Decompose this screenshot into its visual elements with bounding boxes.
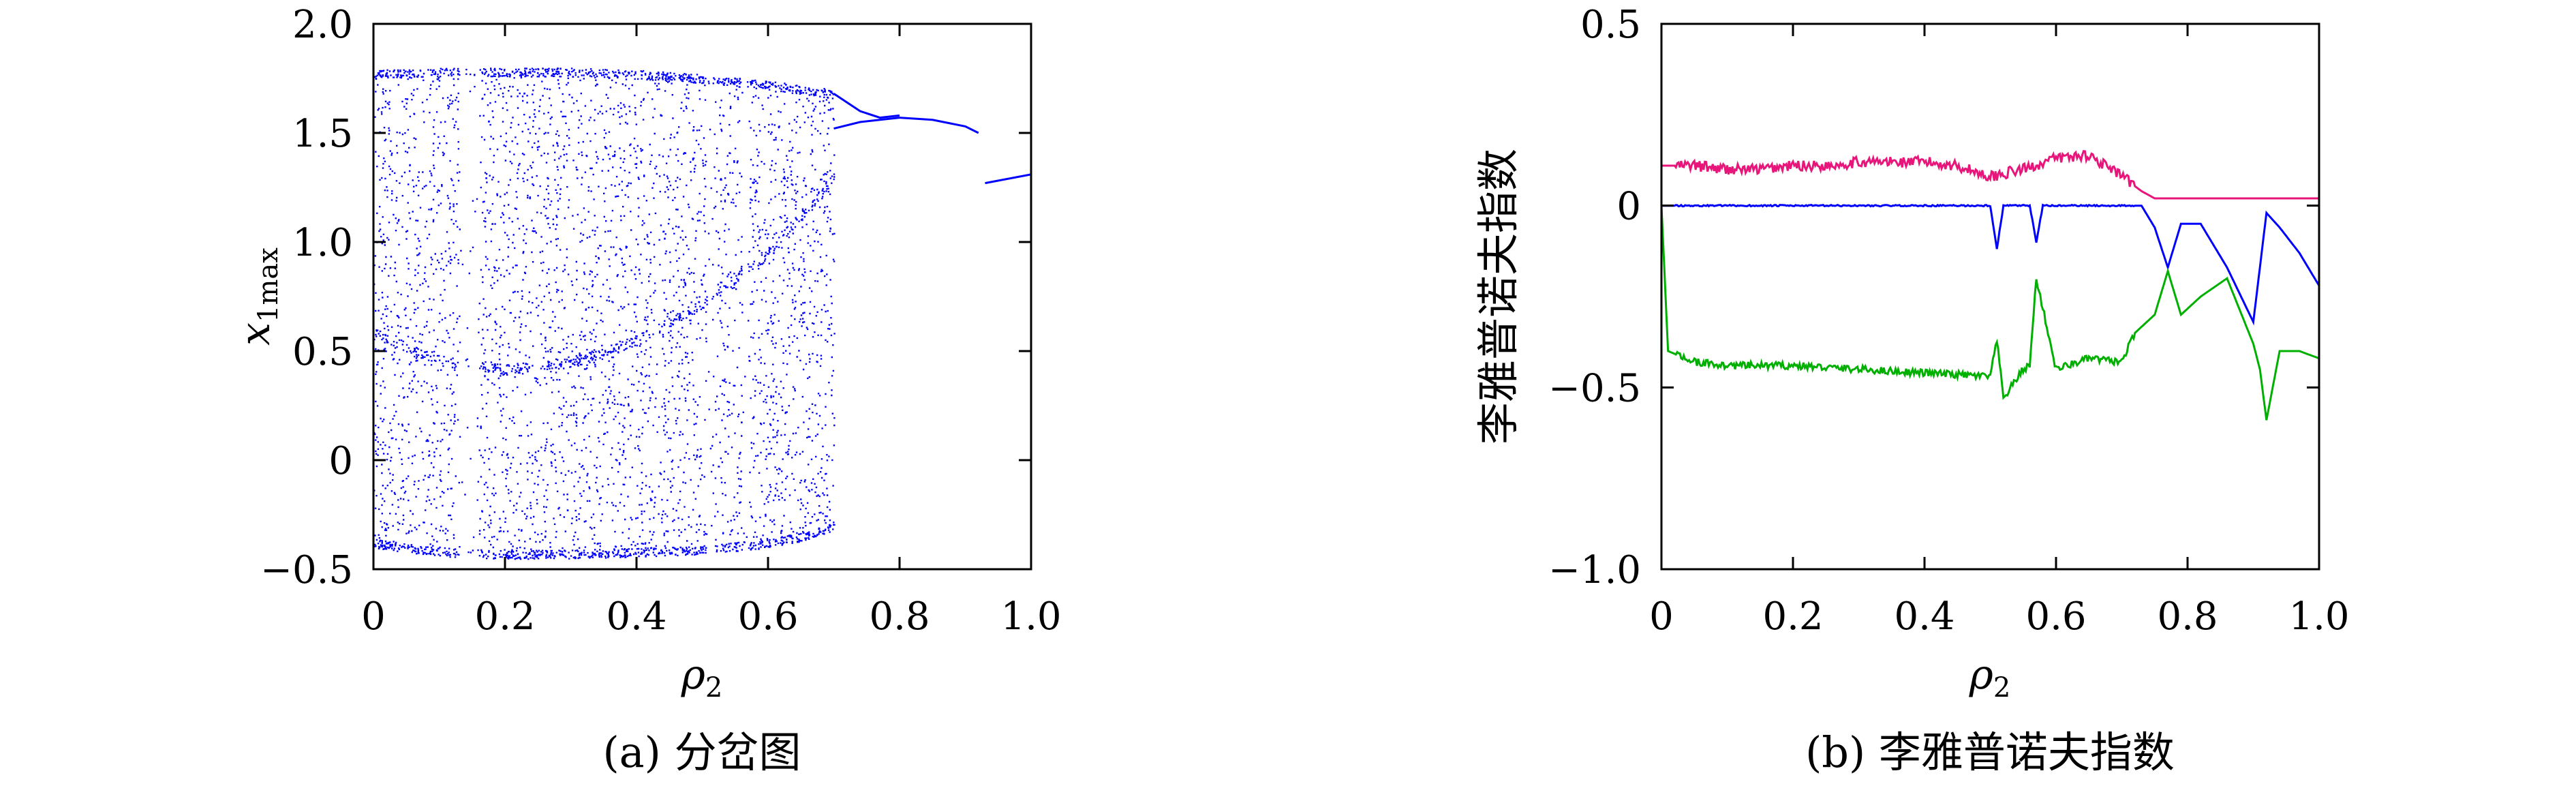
a-xtick-label: 0.2 [474,594,535,639]
a-periodic-branch [833,93,900,119]
a-plot-area [373,67,1031,560]
a-periodic-branch [899,117,979,134]
b-xlabel: ρ2 [1969,651,2011,704]
b-xtick-label: 0.6 [2025,594,2086,639]
b-series-line-1 [1661,150,2319,200]
b-frame [1660,22,2320,571]
panel-b-lyapunov: 0 0.2 0.4 0.6 0.8 1.0 −1.0 −0.5 0 0.5 ρ2 李雅普诺夫指数… [1473,3,2350,777]
b-xtick-label: 0.2 [1762,594,1823,639]
b-xtick-label: 0 [1649,594,1674,639]
a-xtick-label: 0.6 [737,594,798,639]
b-ytick-label: −1.0 [1548,548,1641,592]
a-caption: (a) 分岔图 [602,727,801,777]
a-ytick-label: 1.5 [292,112,353,156]
a-periodic-branch [833,117,900,130]
b-series-line-3 [1661,205,2319,421]
a-ytick-label: 0.5 [292,330,353,374]
a-frame [372,22,1032,571]
a-xlabel: ρ2 [681,651,723,704]
a-y-axis: −0.5 0 0.5 1.0 1.5 2.0 [260,3,1031,592]
a-periodic-branch [985,173,1031,185]
a-ytick-label: −0.5 [260,548,353,592]
b-plot-area [1661,150,2319,421]
b-series-line-2 [1661,203,2319,326]
b-xtick-label: 1.0 [2288,594,2349,639]
a-xtick-label: 0.8 [869,594,930,639]
a-ytick-label: 1.0 [292,221,353,265]
a-xtick-label: 0.4 [606,594,666,639]
a-x-axis: 0 0.2 0.4 0.6 0.8 1.0 [361,24,1062,639]
b-ylabel: 李雅普诺夫指数 [1473,149,1523,444]
b-xtick-label: 0.8 [2157,594,2218,639]
a-ytick-label: 2.0 [292,3,353,47]
b-y-axis: −1.0 −0.5 0 0.5 [1548,3,2319,592]
a-ylabel: x1max [232,247,284,346]
a-xtick-label: 1.0 [1000,594,1061,639]
b-ytick-label: −0.5 [1548,366,1641,410]
b-caption: (b) 李雅普诺夫指数 [1805,727,2175,777]
b-ytick-label: 0 [1616,185,1641,229]
a-chaos-points [373,67,835,560]
b-ytick-label: 0.5 [1580,3,1641,47]
panel-a-bifurcation: 0 0.2 0.4 0.6 0.8 1.0 −0.500.51.01.52.0 ρ2 x1… [232,3,1062,777]
b-x-axis: 0 0.2 0.4 0.6 0.8 1.0 [1649,24,2350,639]
a-xtick-label: 0 [361,594,386,639]
b-xtick-label: 0.4 [1894,594,1954,639]
a-ytick-label: 0 [328,439,353,483]
